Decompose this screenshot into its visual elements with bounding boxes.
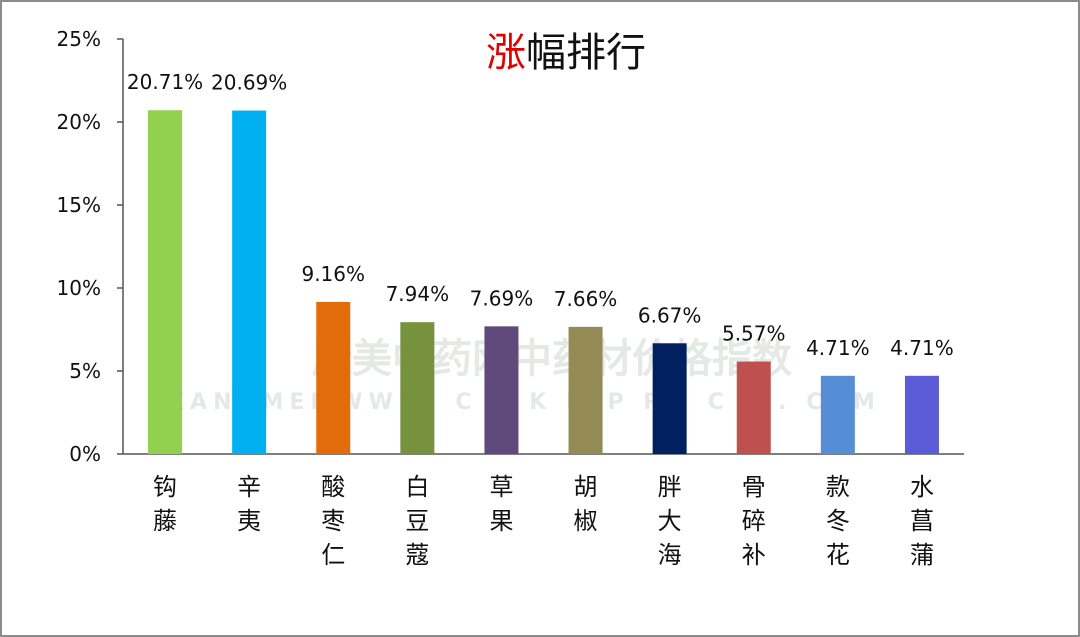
- x-tick-label: 胖大海: [658, 473, 682, 569]
- watermark: 康美中药网中药材价格指数 KANGMEI WWW. C H K M P R I …: [167, 336, 881, 415]
- bar: [316, 301, 351, 454]
- x-tick-label: 草果: [489, 473, 513, 535]
- data-label: 4.71%: [890, 336, 954, 360]
- y-tick-label: 20%: [57, 110, 101, 134]
- watermark-main: 康美中药网中药材价格指数: [312, 336, 792, 382]
- y-tick-label: 5%: [69, 359, 101, 383]
- watermark-sub: KANGMEI WWW. C H K M P R I C E . COM: [167, 390, 881, 415]
- y-tick-label: 0%: [69, 442, 101, 466]
- x-tick-label: 辛夷: [237, 473, 261, 535]
- chart-title: 涨幅排行: [486, 30, 646, 76]
- bar: [232, 110, 267, 455]
- data-label: 7.94%: [386, 282, 450, 306]
- bar: [148, 110, 183, 455]
- x-tick-label: 钩藤: [153, 473, 177, 535]
- data-label: 6.67%: [638, 303, 702, 327]
- x-tick-label: 白豆蔻: [405, 473, 429, 569]
- x-tick-label: 酸枣仁: [321, 473, 345, 569]
- data-labels: 20.71% 20.69% 9.16% 7.94% 7.69% 7.66% 6.67% 5.5…: [127, 70, 954, 360]
- bars: [148, 110, 939, 455]
- title-highlight: 涨: [486, 30, 526, 76]
- bar: [820, 375, 855, 454]
- title-rest: 幅排行: [526, 30, 646, 76]
- bar: [652, 343, 687, 454]
- y-axis-ticks: 0% 5% 10% 15% 20% 25%: [57, 27, 123, 466]
- x-tick-label: 胡椒: [574, 473, 598, 535]
- x-tick-label: 骨碎补: [742, 473, 766, 569]
- data-label: 5.57%: [722, 322, 786, 346]
- data-label: 20.69%: [211, 71, 287, 95]
- bar: [736, 361, 771, 454]
- bar: [484, 326, 519, 454]
- data-label: 20.71%: [127, 70, 203, 94]
- bar: [904, 375, 939, 454]
- x-tick-label: 款冬花: [826, 473, 850, 569]
- data-label: 4.71%: [806, 336, 870, 360]
- bar: [568, 326, 603, 454]
- data-label: 7.69%: [470, 286, 534, 310]
- x-tick-label: 水菖蒲: [910, 473, 934, 569]
- data-label: 9.16%: [301, 262, 365, 286]
- y-tick-label: 15%: [57, 193, 101, 217]
- data-label: 7.66%: [554, 287, 618, 311]
- y-tick-label: 10%: [57, 276, 101, 300]
- y-tick-label: 25%: [57, 27, 101, 51]
- bar: [400, 322, 435, 454]
